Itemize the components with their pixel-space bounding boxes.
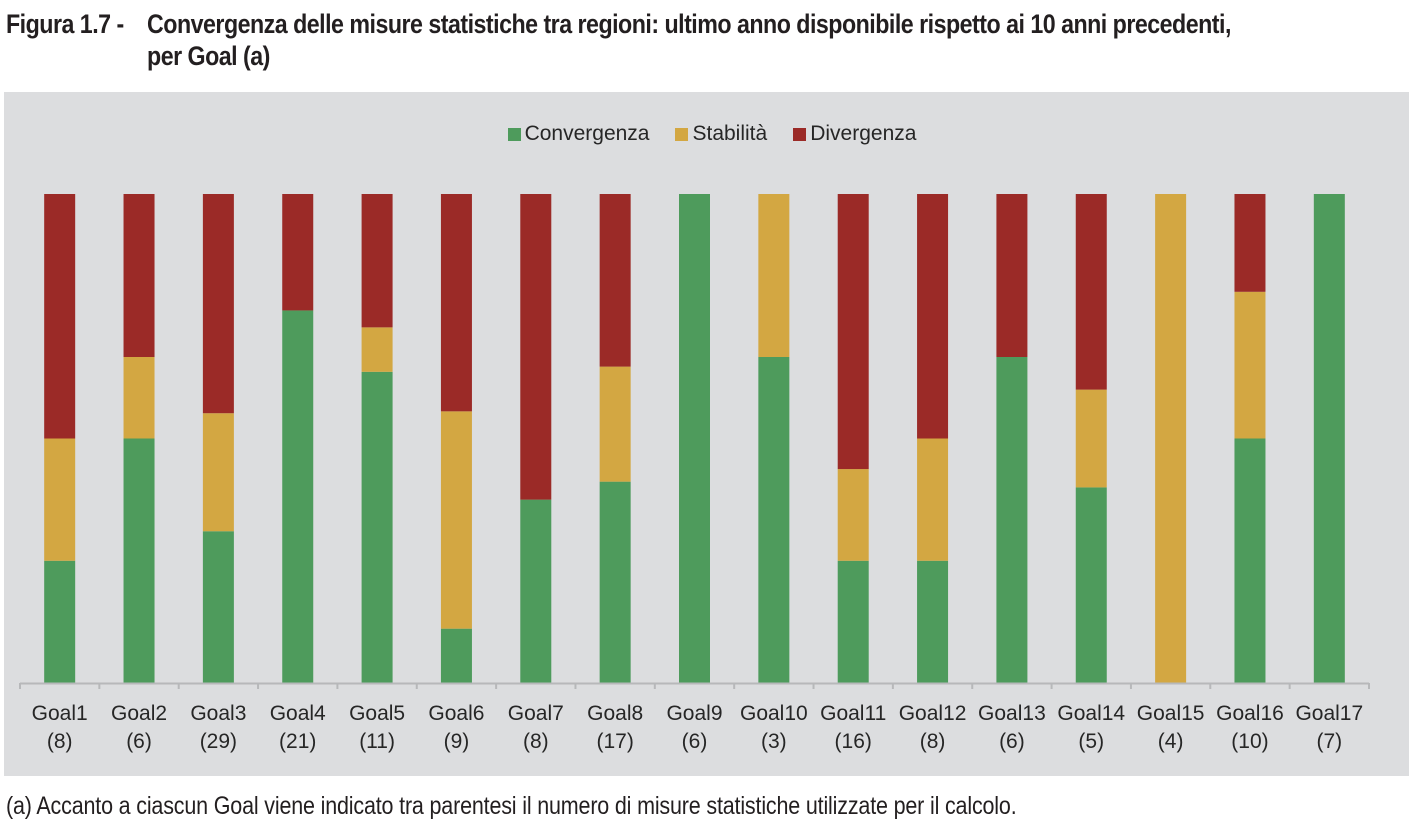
x-tick-count: (16) xyxy=(835,730,872,753)
x-tick-count: (9) xyxy=(444,730,470,753)
legend-item-stabilita: Stabilità xyxy=(675,122,767,146)
x-tick-label: Goal1 xyxy=(32,702,88,725)
bar-segment-goal11-stabilita xyxy=(837,469,869,561)
bar-segment-goal13-convergenza xyxy=(996,357,1028,683)
bar-segment-goal10-convergenza xyxy=(758,357,790,683)
legend-label-convergenza: Convergenza xyxy=(524,122,650,145)
x-tick-label: Goal17 xyxy=(1295,702,1363,725)
x-tick-count: (7) xyxy=(1316,730,1342,753)
x-tick-label: Goal2 xyxy=(111,702,167,725)
x-tick-label: Goal5 xyxy=(349,702,405,725)
x-tick-label: Goal14 xyxy=(1057,702,1125,725)
bar-segment-goal7-convergenza xyxy=(520,499,552,684)
legend-swatch-stabilita xyxy=(675,127,689,141)
legend-item-divergenza: Divergenza xyxy=(793,122,916,146)
bar-segment-goal14-convergenza xyxy=(1075,487,1107,683)
bar-segment-goal5-stabilita xyxy=(361,327,393,372)
bar-segment-goal12-convergenza xyxy=(917,560,949,683)
x-tick-label: Goal8 xyxy=(587,702,643,725)
bar-segment-goal14-stabilita xyxy=(1075,389,1107,488)
bar-segment-goal16-divergenza xyxy=(1234,194,1266,292)
bar-segment-goal2-convergenza xyxy=(123,438,155,683)
bar-segment-goal1-stabilita xyxy=(44,438,76,561)
x-tick-count: (6) xyxy=(126,730,152,753)
legend-label-stabilita: Stabilità xyxy=(692,122,768,145)
x-tick-count: (8) xyxy=(47,730,73,753)
x-tick-label: Goal13 xyxy=(978,702,1046,725)
x-tick-count: (8) xyxy=(920,730,946,753)
bar-segment-goal15-stabilita xyxy=(1155,194,1187,683)
x-tick-count: (8) xyxy=(523,730,549,753)
x-tick-label: Goal11 xyxy=(820,702,886,725)
x-tick-count: (6) xyxy=(682,730,708,753)
x-tick-label: Goal7 xyxy=(508,702,564,725)
bar-segment-goal17-convergenza xyxy=(1313,194,1345,683)
x-tick-count: (6) xyxy=(999,730,1025,753)
bar-segment-goal5-divergenza xyxy=(361,194,393,328)
x-tick-count: (4) xyxy=(1158,730,1184,753)
bar-segment-goal3-divergenza xyxy=(202,194,234,414)
bar-segment-goal3-convergenza xyxy=(202,531,234,683)
x-tick-label: Goal6 xyxy=(428,702,484,725)
bar-segment-goal1-convergenza xyxy=(44,560,76,683)
bar-segment-goal1-divergenza xyxy=(44,194,76,439)
x-tick-label: Goal10 xyxy=(740,702,808,725)
bar-segment-goal11-divergenza xyxy=(837,194,869,470)
figure-title-line2: per Goal (a) xyxy=(147,41,270,71)
bar-segment-goal2-stabilita xyxy=(123,357,155,439)
bar-segment-goal8-divergenza xyxy=(599,194,631,367)
bar-segment-goal9-convergenza xyxy=(679,194,710,683)
bar-segment-goal14-divergenza xyxy=(1075,194,1107,390)
x-tick-label: Goal3 xyxy=(190,702,246,725)
figure-footnote: (a) Accanto a ciascun Goal viene indicat… xyxy=(6,792,1017,820)
bar-segment-goal8-convergenza xyxy=(599,481,631,683)
bar-segment-goal6-divergenza xyxy=(440,194,472,412)
x-tick-count: (10) xyxy=(1231,730,1268,753)
bar-segment-goal13-divergenza xyxy=(996,194,1028,357)
x-tick-count: (17) xyxy=(596,730,633,753)
x-tick-count: (5) xyxy=(1078,730,1104,753)
bar-segment-goal2-divergenza xyxy=(123,194,155,357)
figure-title: Figura 1.7 - Convergenza delle misure sta… xyxy=(6,8,1231,72)
x-tick-count: (21) xyxy=(279,730,316,753)
x-tick-label: Goal12 xyxy=(899,702,967,725)
bar-segment-goal6-stabilita xyxy=(440,411,472,629)
chart-legend: Convergenza Stabilità Divergenza xyxy=(0,122,1424,146)
x-tick-count: (3) xyxy=(761,730,787,753)
x-tick-label: Goal9 xyxy=(666,702,722,725)
bar-segment-goal16-stabilita xyxy=(1234,291,1266,439)
bar-segment-goal5-convergenza xyxy=(361,371,393,683)
legend-swatch-convergenza xyxy=(507,127,521,141)
bar-segment-goal4-convergenza xyxy=(282,310,314,683)
x-tick-count: (29) xyxy=(200,730,237,753)
figure-title-line1: Convergenza delle misure statistiche tra… xyxy=(147,9,1231,39)
x-tick-label: Goal4 xyxy=(270,702,326,725)
legend-label-divergenza: Divergenza xyxy=(810,122,917,145)
bar-segment-goal12-stabilita xyxy=(917,438,949,561)
x-tick-label: Goal16 xyxy=(1216,702,1284,725)
legend-item-convergenza: Convergenza xyxy=(507,122,650,146)
bar-segment-goal8-stabilita xyxy=(599,366,631,482)
bar-segment-goal7-divergenza xyxy=(520,194,552,500)
legend-swatch-divergenza xyxy=(793,127,807,141)
bar-segment-goal3-stabilita xyxy=(202,413,234,532)
bar-segment-goal4-divergenza xyxy=(282,194,314,311)
bar-segment-goal16-convergenza xyxy=(1234,438,1266,683)
x-tick-count: (11) xyxy=(359,730,395,753)
bar-segment-goal12-divergenza xyxy=(917,194,949,439)
x-tick-label: Goal15 xyxy=(1137,702,1205,725)
bar-segment-goal10-stabilita xyxy=(758,194,790,357)
figure-number: Figura 1.7 - xyxy=(6,9,124,39)
bar-segment-goal11-convergenza xyxy=(837,560,869,683)
bar-segment-goal6-convergenza xyxy=(440,628,472,683)
